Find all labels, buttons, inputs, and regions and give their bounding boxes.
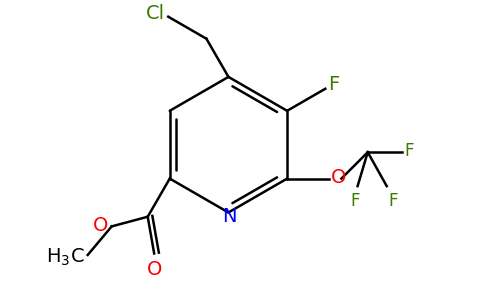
Text: O: O bbox=[331, 168, 347, 187]
Text: F: F bbox=[350, 191, 360, 209]
Text: F: F bbox=[404, 142, 414, 160]
Text: N: N bbox=[223, 207, 237, 226]
Text: F: F bbox=[328, 75, 339, 94]
Text: H$_3$C: H$_3$C bbox=[45, 247, 84, 268]
Text: Cl: Cl bbox=[146, 4, 165, 23]
Text: O: O bbox=[147, 260, 162, 279]
Text: O: O bbox=[93, 215, 108, 235]
Text: F: F bbox=[388, 191, 397, 209]
